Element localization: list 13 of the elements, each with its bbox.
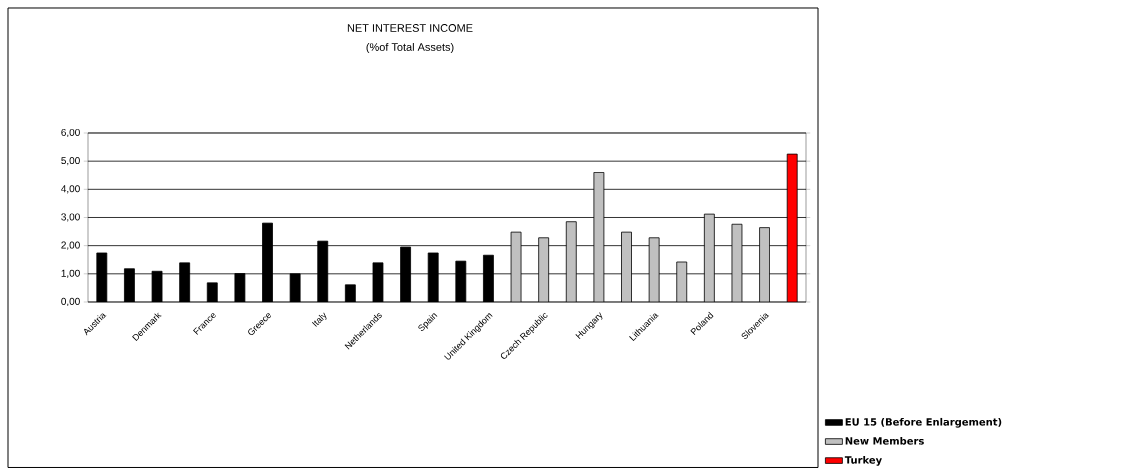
chart-subtitle: (%of Total Assets) <box>366 42 454 54</box>
chart-title: NET INTEREST INCOME <box>347 24 473 32</box>
y-tick-label: 5,00 <box>61 157 80 166</box>
y-tick-label: 3,00 <box>61 213 80 222</box>
y-tick-label: 1,00 <box>61 269 80 278</box>
y-tick-label: 6,00 <box>61 128 80 138</box>
legend-label: EU 15 (Before Enlargement) <box>845 417 1002 428</box>
y-tick-label: 0,00 <box>61 297 80 307</box>
x-tick-label: Italy <box>311 312 327 327</box>
y-tick-label: 2,00 <box>61 241 80 250</box>
legend-label: Turkey <box>844 456 882 466</box>
legend-label: New Members <box>845 436 924 445</box>
y-tick-label: 4,00 <box>61 185 80 194</box>
